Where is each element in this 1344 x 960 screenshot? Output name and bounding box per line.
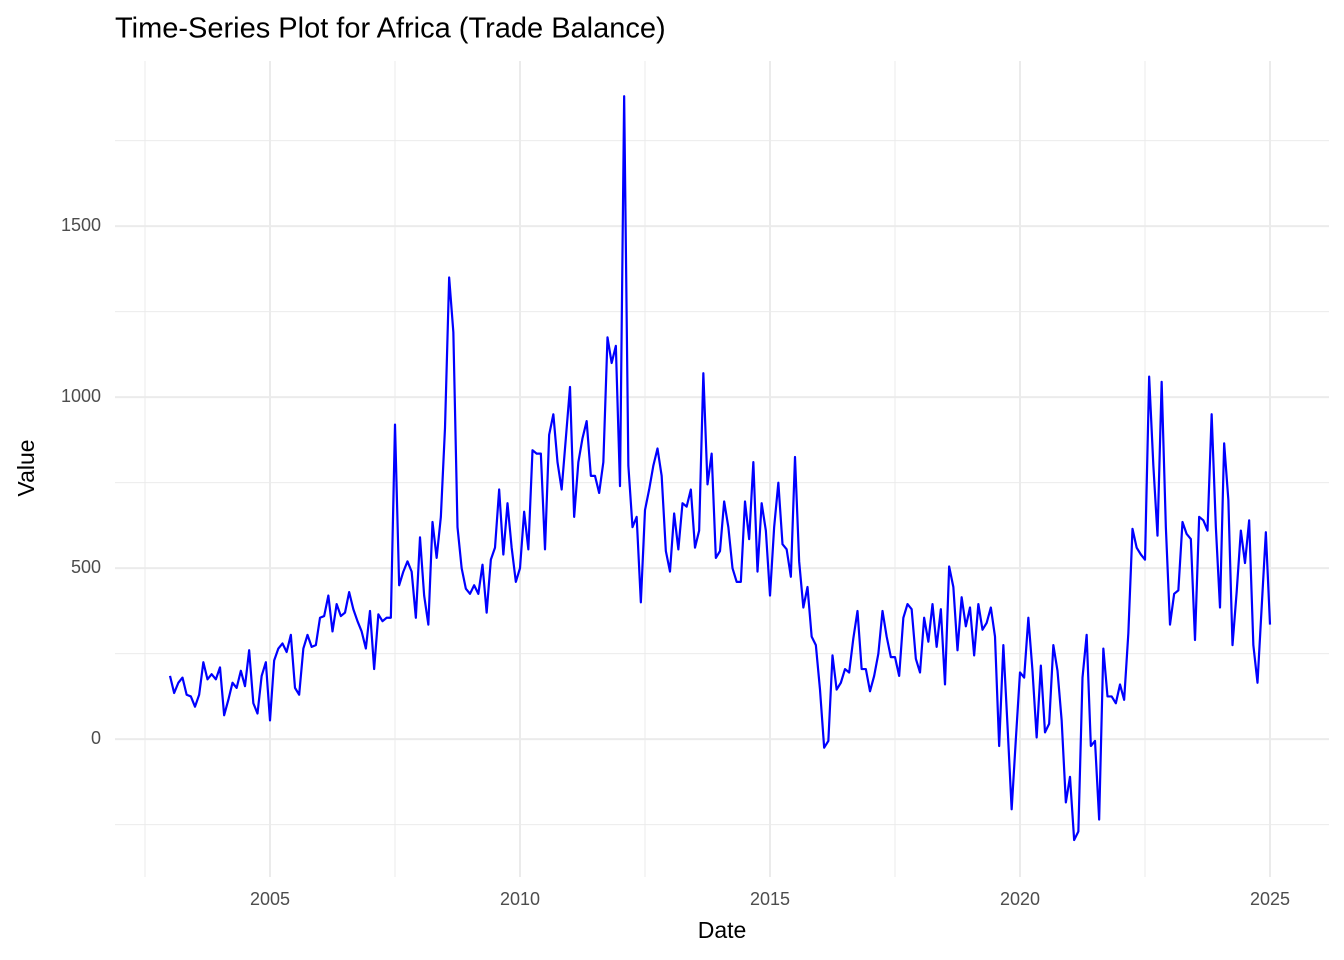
y-tick-label: 0 [91,728,101,748]
y-tick-label: 1500 [61,215,101,235]
x-tick-label: 2020 [1000,889,1040,909]
x-tick-label: 2015 [750,889,790,909]
chart-title: Time-Series Plot for Africa (Trade Balan… [115,13,666,45]
x-tick-label: 2005 [250,889,290,909]
y-tick-label: 1000 [61,386,101,406]
x-tick-label: 2010 [500,889,540,909]
data-line [168,95,1272,842]
x-axis-title: Date [698,917,747,943]
x-tick-label: 2025 [1250,889,1290,909]
y-axis-title: Value [13,439,39,496]
y-tick-label: 500 [71,557,101,577]
